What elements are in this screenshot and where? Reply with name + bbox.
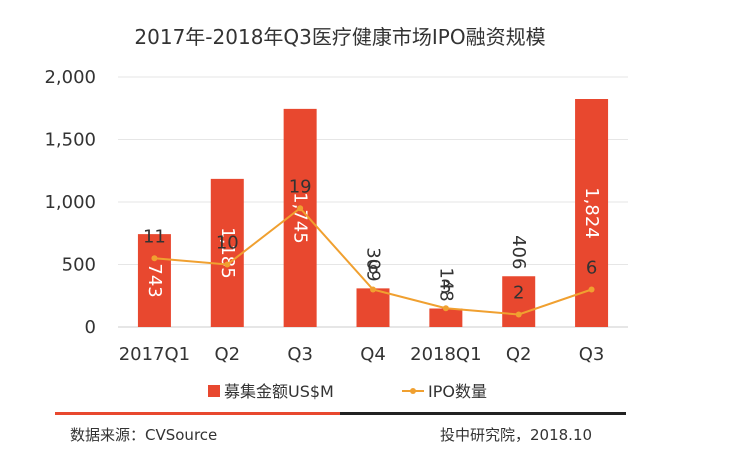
ipo-count-point [588, 286, 595, 293]
line-series: 11 10 19 6 3 2 6 [143, 176, 597, 318]
bar [210, 178, 244, 327]
bar [502, 276, 536, 327]
bar-value-label: 309 [363, 247, 384, 281]
ipo-count-label: 2 [513, 283, 524, 304]
footer-accent-line [55, 412, 340, 415]
chart: 2017年-2018年Q3医疗健康市场IPO融资规模 0 500 1,000 1,50… [44, 25, 628, 401]
bar-value-label: 1,185 [217, 227, 238, 279]
legend-line-marker [410, 388, 416, 394]
x-tick-label: 2017Q1 [119, 344, 190, 365]
bar-value-label: 406 [508, 235, 529, 269]
ipo-count-label: 3 [440, 276, 451, 297]
gridlines [118, 76, 628, 265]
x-tick-label: Q3 [579, 344, 605, 365]
x-tick-label: Q2 [506, 344, 532, 365]
bar-value-label: 1,824 [581, 187, 602, 239]
footer-dark-line [340, 412, 626, 415]
source-note: 数据来源：CVSource [70, 426, 218, 444]
ipo-count-label: 10 [216, 233, 239, 254]
x-tick-label: 2018Q1 [410, 344, 481, 365]
y-tick-label: 1,500 [44, 130, 96, 151]
bar [356, 288, 390, 327]
bar [429, 308, 463, 327]
x-tick-label: Q2 [214, 344, 240, 365]
bar-series: 743 1,185 1,745 309 148 406 1,824 [137, 99, 609, 327]
y-tick-label: 0 [85, 317, 96, 338]
legend-bar-swatch [208, 385, 220, 397]
bar-value-label: 1,745 [290, 192, 311, 244]
y-tick-label: 2,000 [44, 67, 96, 88]
legend-bar-label: 募集金额US$M [224, 382, 334, 401]
bar-value-label: 743 [144, 263, 165, 297]
ipo-count-point [442, 305, 449, 312]
x-axis-ticks: 2017Q1 Q2 Q3 Q4 2018Q1 Q2 Q3 [119, 344, 605, 365]
x-tick-label: Q4 [360, 344, 386, 365]
ipo-count-point [515, 311, 522, 318]
credit-note: 投中研究院，2018.10 [440, 426, 593, 444]
ipo-count-point [370, 286, 376, 293]
ipo-count-label: 19 [289, 176, 312, 197]
ipo-count-label: 6 [586, 258, 597, 279]
y-axis-ticks: 0 500 1,000 1,500 2,000 [44, 67, 96, 338]
y-tick-label: 1,000 [44, 192, 96, 213]
ipo-count-label: 6 [367, 258, 378, 279]
legend: 募集金额US$M IPO数量 [208, 382, 487, 401]
ipo-count-point [297, 205, 304, 212]
y-tick-label: 500 [62, 255, 96, 276]
bar-value-label: 148 [435, 267, 456, 301]
legend-line-label: IPO数量 [428, 382, 487, 401]
ipo-count-label: 11 [143, 226, 166, 247]
ipo-count-point [224, 261, 231, 268]
x-tick-label: Q3 [287, 344, 313, 365]
ipo-count-point [151, 255, 158, 262]
bar [137, 234, 171, 327]
chart-title: 2017年-2018年Q3医疗健康市场IPO融资规模 [134, 25, 545, 49]
